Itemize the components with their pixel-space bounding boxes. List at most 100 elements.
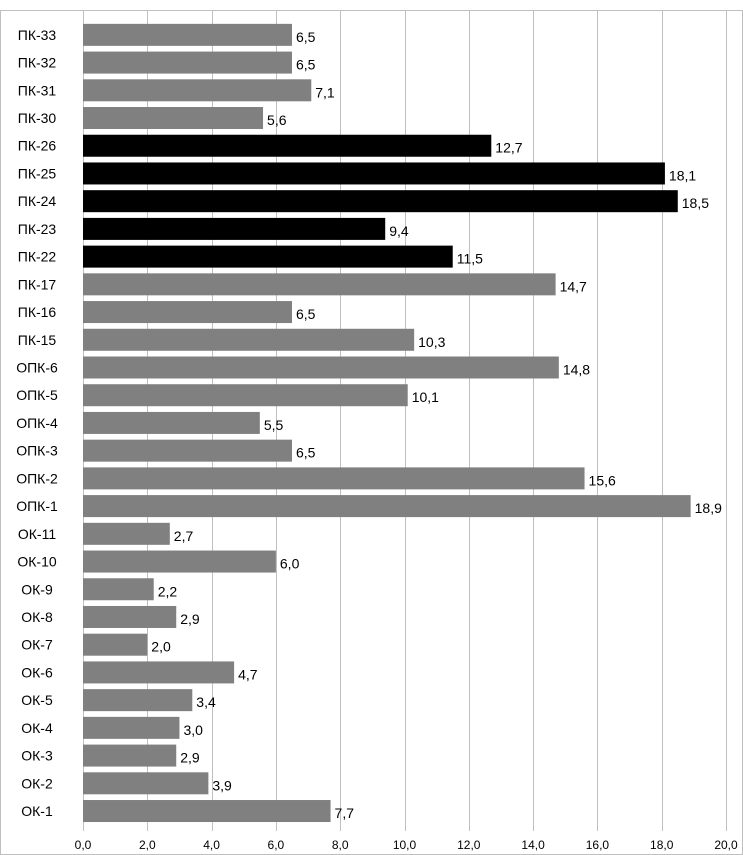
x-tick-label: 10,0: [393, 838, 417, 852]
value-label: 14,7: [560, 278, 587, 294]
value-label: 3,4: [196, 694, 216, 710]
category-label: ОПК-6: [16, 360, 58, 376]
bar: [83, 217, 386, 240]
value-label: 18,5: [682, 195, 709, 211]
category-label: ОК-3: [21, 748, 53, 764]
x-tick-label: 14,0: [521, 838, 545, 852]
category-label: ОПК-2: [16, 470, 58, 486]
category-label: ПК-26: [18, 138, 57, 154]
bars: [83, 23, 691, 823]
x-tick-label: 20,0: [714, 838, 738, 852]
bar: [83, 716, 180, 739]
category-label: ОК-9: [21, 581, 53, 597]
category-label: ОПК-3: [16, 443, 58, 459]
category-label: ПК-16: [18, 304, 57, 320]
value-label: 9,4: [389, 223, 409, 239]
category-label: ПК-24: [18, 193, 57, 209]
x-tick-label: 8,0: [332, 838, 349, 852]
value-label: 6,0: [280, 556, 300, 572]
bar: [83, 800, 331, 823]
category-label: ОК-11: [18, 526, 56, 542]
x-tick-label: 0,0: [75, 838, 92, 852]
value-label: 14,8: [563, 362, 590, 378]
bar: [83, 301, 292, 324]
category-label: ПК-22: [18, 249, 57, 265]
value-label: 2,9: [180, 611, 200, 627]
category-label: ПК-23: [18, 221, 57, 237]
category-label: ОК-10: [17, 554, 56, 570]
bar: [83, 550, 276, 573]
value-label: 6,5: [296, 57, 316, 73]
category-label: ОК-5: [21, 692, 53, 708]
bar: [83, 661, 235, 684]
x-axis-ticks: 0,0 2,0 4,0 6,0 8,0 10,0 12,0 14,0 16,0 18,0 20,0: [75, 838, 738, 852]
category-label: ОК-6: [21, 664, 53, 680]
value-label: 11,5: [457, 251, 483, 267]
value-label: 6,5: [296, 306, 316, 322]
x-tick-label: 6,0: [268, 838, 285, 852]
bar: [83, 23, 292, 46]
value-label: 10,3: [418, 334, 445, 350]
value-label: 5,5: [264, 417, 284, 433]
x-tick-label: 18,0: [650, 838, 674, 852]
value-label: 12,7: [495, 140, 522, 156]
bar: [83, 245, 453, 268]
bar: [83, 134, 492, 157]
bar: [83, 356, 559, 379]
category-label: ОК-1: [21, 803, 53, 819]
value-label: 7,7: [335, 805, 355, 821]
x-tick-label: 4,0: [203, 838, 220, 852]
value-label: 18,9: [695, 500, 722, 516]
bar: [83, 162, 665, 185]
bar: [83, 605, 177, 628]
category-label: ПК-31: [18, 82, 57, 98]
value-labels: 6,5 6,5 7,1 5,6 12,7 18,1 18,5 9,4 11,5 14,7 6,5 10…: [151, 29, 722, 821]
x-tick-label: 16,0: [586, 838, 610, 852]
value-label: 18,1: [669, 167, 696, 183]
category-label: ОПК-5: [16, 387, 58, 403]
bar: [83, 772, 209, 795]
bar: [83, 107, 264, 130]
value-label: 7,1: [315, 84, 335, 100]
bar: [83, 633, 148, 656]
bar: [83, 744, 177, 767]
category-label: ПК-30: [18, 110, 57, 126]
bar: [83, 411, 260, 434]
value-label: 3,0: [183, 722, 203, 738]
value-label: 2,2: [158, 583, 178, 599]
category-label: ОК-4: [21, 720, 53, 736]
x-tick-label: 12,0: [457, 838, 481, 852]
value-label: 6,5: [296, 29, 316, 45]
value-label: 2,7: [174, 528, 194, 544]
category-label: ПК-32: [18, 55, 57, 71]
bar: [83, 79, 312, 102]
category-label: ОК-7: [21, 637, 53, 653]
category-label: ПК-25: [18, 165, 57, 181]
category-label: ПК-33: [18, 27, 57, 43]
bar: [83, 51, 292, 74]
category-labels: ПК-33 ПК-32 ПК-31 ПК-30 ПК-26 ПК-25 ПК-24 ПК-23…: [16, 27, 58, 819]
bar: [83, 273, 556, 296]
value-label: 15,6: [589, 472, 616, 488]
bar: [83, 522, 170, 545]
bar: [83, 495, 691, 518]
value-label: 10,1: [412, 389, 439, 405]
category-label: ОПК-1: [16, 498, 58, 514]
bar: [83, 439, 292, 462]
value-label: 2,0: [151, 639, 171, 655]
category-label: ПК-17: [18, 276, 57, 292]
value-label: 5,6: [267, 112, 287, 128]
category-label: ОК-2: [21, 775, 53, 791]
category-label: ПК-15: [18, 332, 57, 348]
category-label: ОПК-4: [16, 415, 58, 431]
value-label: 3,9: [212, 777, 232, 793]
value-label: 2,9: [180, 750, 200, 766]
bar: [83, 689, 193, 712]
category-label: ОК-8: [21, 609, 53, 625]
bar: [83, 467, 585, 490]
value-label: 4,7: [238, 666, 258, 682]
bar: [83, 190, 678, 213]
bar: [83, 384, 408, 407]
bar: [83, 578, 154, 601]
